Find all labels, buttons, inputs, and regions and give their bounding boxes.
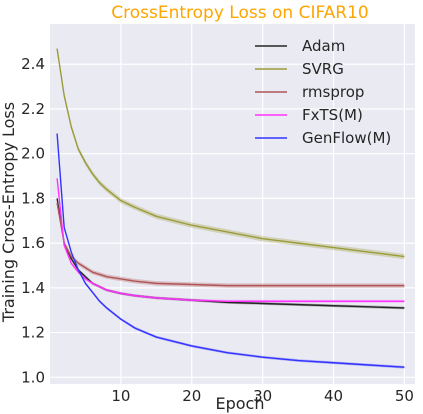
series-line-genflow-m (56, 133, 405, 368)
legend-label-svrg: SVRG (302, 60, 344, 78)
x-tick-label: 50 (395, 387, 414, 405)
y-tick-label: 1.4 (21, 279, 45, 297)
x-tick-label: 40 (324, 387, 343, 405)
legend: Adam SVRG rmsprop FxTS(M) GenFlow(M) (255, 37, 391, 147)
y-tick-label: 1.8 (21, 189, 45, 207)
grid (50, 24, 415, 384)
x-axis-title: Epoch (216, 394, 265, 413)
y-tick-label: 1.2 (21, 324, 45, 342)
legend-label-fxts-m: FxTS(M) (302, 106, 363, 124)
y-tick-label: 2.4 (21, 55, 45, 73)
y-tick-label: 2.0 (21, 145, 45, 163)
legend-label-rmsprop: rmsprop (302, 83, 364, 101)
series-lines (56, 48, 405, 368)
y-tick-label: 1.6 (21, 234, 45, 252)
x-tick-label: 20 (182, 387, 201, 405)
series-line-fxts-m (56, 178, 405, 302)
x-tick-label: 30 (253, 387, 272, 405)
x-tick-label: 10 (111, 387, 130, 405)
series-line-rmsprop (56, 202, 405, 287)
chart-title: CrossEntropy Loss on CIFAR10 (111, 3, 369, 23)
y-tick-label: 1.0 (21, 368, 45, 386)
legend-label-adam: Adam (302, 37, 345, 55)
legend-label-genflow-m: GenFlow(M) (302, 129, 391, 147)
tick-labels: 10 20 30 40 50 1.0 1.2 1.4 1.6 1.8 2.0 2.2 2.4 (21, 55, 414, 405)
series-line-svrg (56, 48, 405, 258)
y-axis-title: Training Cross-Entropy Loss (0, 102, 18, 323)
plot-area (50, 24, 415, 384)
y-tick-label: 2.2 (21, 100, 45, 118)
